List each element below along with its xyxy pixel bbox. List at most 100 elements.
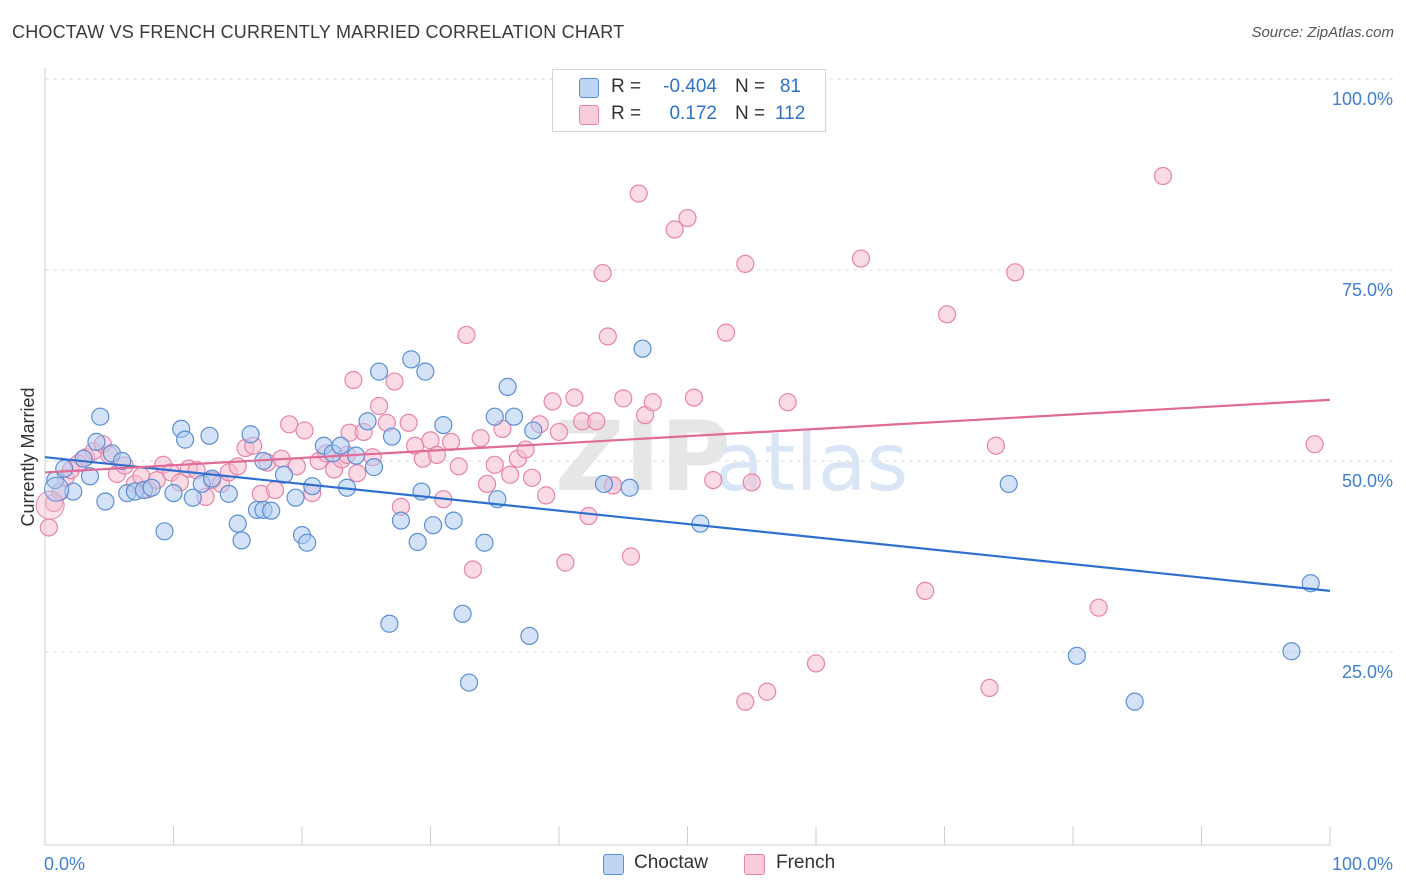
french-point — [593, 263, 612, 283]
choctaw-point — [262, 501, 281, 520]
choctaw-point — [633, 339, 652, 358]
choctaw-legend-swatch — [603, 854, 624, 875]
french-point — [916, 581, 935, 600]
choctaw-point — [1067, 646, 1086, 665]
choctaw-point — [459, 673, 479, 692]
french-point — [980, 678, 999, 698]
choctaw-point — [80, 467, 100, 486]
french-point — [665, 220, 684, 239]
correlation-legend: R = -0.404 N = 81 R = 0.172 N = 112 — [552, 69, 826, 132]
chart-title: CHOCTAW VS FRENCH CURRENTLY MARRIED CORR… — [12, 22, 625, 42]
r-value: 0.172 — [669, 103, 717, 124]
choctaw-point — [96, 492, 115, 511]
french-point — [522, 468, 542, 487]
french-point — [1006, 263, 1025, 282]
french-point — [516, 440, 535, 459]
french-point — [565, 388, 584, 407]
n-label: N = — [735, 76, 766, 97]
french-point — [295, 421, 314, 440]
choctaw-point — [232, 531, 251, 550]
choctaw-point — [498, 377, 517, 396]
choctaw-trend-line — [44, 456, 1331, 592]
choctaw-point — [416, 362, 435, 381]
choctaw-point — [434, 415, 453, 435]
french-point — [441, 432, 461, 451]
choctaw-point — [999, 474, 1018, 494]
source-credit: Source: ZipAtlas.com — [1251, 24, 1394, 41]
french-point — [556, 553, 575, 572]
x-tick-label: 0.0% — [44, 854, 85, 874]
choctaw-point — [408, 532, 427, 552]
french-point — [463, 560, 483, 579]
n-label: N = — [735, 103, 766, 124]
choctaw-point — [475, 533, 494, 552]
choctaw-swatch — [579, 78, 599, 98]
choctaw-point — [520, 626, 539, 646]
choctaw-point — [594, 474, 614, 494]
french-point — [579, 506, 598, 526]
watermark-atlas: atlas — [715, 416, 908, 509]
french-point — [678, 208, 697, 228]
french-points — [35, 166, 1324, 711]
french-point — [344, 370, 363, 390]
r-label: R = — [611, 103, 642, 124]
choctaw-point — [380, 614, 399, 633]
choctaw-point — [485, 407, 504, 426]
choctaw-point — [155, 522, 174, 541]
french-point — [265, 480, 285, 500]
choctaw-point — [183, 488, 202, 507]
french-point — [1305, 435, 1324, 454]
choctaw-point — [331, 436, 350, 455]
choctaw-point — [504, 407, 524, 426]
french-point — [736, 692, 755, 711]
y-axis-label: Currently Married — [18, 387, 38, 526]
french-swatch — [579, 105, 599, 125]
choctaw-point — [444, 511, 463, 530]
choctaw-point — [64, 482, 83, 501]
choctaw-point — [453, 604, 472, 623]
y-tick-label: 50.0% — [1342, 471, 1393, 491]
choctaw-point — [74, 449, 93, 468]
choctaw-point — [364, 458, 384, 477]
french-point — [643, 393, 662, 412]
axes — [44, 68, 1331, 846]
choctaw-point — [391, 511, 411, 530]
french-point — [477, 474, 497, 494]
choctaw-point — [524, 421, 543, 440]
trend-lines — [44, 398, 1331, 592]
y-tick-label: 100.0% — [1332, 89, 1393, 109]
french-point — [449, 457, 468, 476]
french-point — [986, 436, 1006, 455]
french-point — [742, 473, 761, 492]
french-point — [399, 413, 418, 432]
legend-row-choctaw: R = -0.404 N = 81 — [553, 74, 825, 101]
french-point — [1089, 598, 1108, 617]
french-point — [778, 393, 797, 412]
french-point — [806, 654, 826, 673]
french-point — [385, 372, 404, 391]
r-label: R = — [611, 76, 642, 97]
choctaw-point — [55, 459, 74, 478]
french-point — [614, 389, 633, 408]
choctaw-point — [1282, 642, 1301, 661]
french-point — [537, 486, 556, 505]
french-point — [621, 547, 641, 566]
choctaw-point — [164, 483, 183, 503]
choctaw-point — [370, 362, 389, 381]
choctaw-point — [175, 430, 195, 449]
r-value: -0.404 — [663, 76, 717, 97]
french-point — [485, 455, 504, 474]
choctaw-point — [87, 432, 106, 451]
x-tick-label: 100.0% — [1332, 854, 1393, 874]
y-tick-label: 75.0% — [1342, 280, 1393, 300]
french-trend-line — [44, 398, 1331, 474]
french-point — [758, 682, 777, 701]
french-point — [35, 490, 65, 520]
choctaw-point — [382, 427, 402, 446]
french-point — [39, 518, 58, 537]
choctaw-point — [358, 412, 377, 431]
french-point — [598, 327, 617, 346]
n-value: 81 — [779, 76, 801, 97]
french-point — [736, 254, 755, 273]
